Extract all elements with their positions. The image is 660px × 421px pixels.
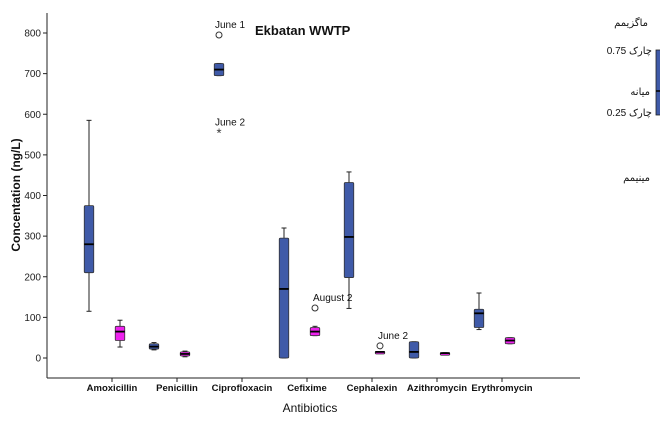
legend-label-min: مینیمم — [623, 173, 650, 184]
x-axis-title: Antibiotics — [283, 401, 338, 415]
box-magenta-cefixime — [309, 325, 321, 337]
x-tick-label-cefixime: Cefixime — [287, 383, 327, 394]
chart-title: Ekbatan WWTP — [255, 23, 351, 38]
legend: ماگزیمم چارک 0.75 میانه چارک 0.25 مینیمم — [607, 17, 660, 184]
outlier-label: August 2 — [313, 293, 353, 304]
x-tick-label-cephalexin: Cephalexin — [347, 383, 398, 394]
box-blue-cephalexin — [343, 171, 355, 309]
y-tick-label: 700 — [24, 69, 41, 80]
outlier-ciprofloxacin-0: June 1 — [215, 20, 245, 39]
y-tick-label: 100 — [24, 313, 41, 324]
y-tick-label: 500 — [24, 150, 41, 161]
box-blue-azithromycin — [408, 341, 420, 359]
box-body — [278, 237, 290, 359]
box-blue-penicillin — [148, 342, 160, 351]
legend-label-q1: چارک 0.25 — [607, 108, 652, 119]
x-tick-label-penicillin: Penicillin — [156, 383, 198, 394]
legend-label-median: میانه — [630, 87, 650, 98]
x-tick-label-azithromycin: Azithromycin — [407, 383, 467, 394]
outlier-ciprofloxacin-1: *June 2 — [215, 118, 245, 141]
outlier-cephalexin-3: June 2 — [376, 331, 408, 350]
outlier-star: * — [216, 126, 221, 141]
box-body — [408, 341, 420, 359]
y-tick-label: 600 — [24, 110, 41, 121]
outlier-cefixime-2: August 2 — [311, 293, 353, 312]
y-tick-label: 0 — [35, 354, 41, 365]
box-magenta-penicillin — [179, 350, 191, 358]
x-tick-label-amoxicillin: Amoxicillin — [87, 383, 138, 394]
box-magenta-cephalexin — [374, 351, 386, 355]
y-tick-label: 800 — [24, 29, 41, 40]
box-blue-erythromycin — [473, 292, 485, 331]
y-tick-label: 400 — [24, 191, 41, 202]
y-tick-label: 300 — [24, 232, 41, 243]
y-tick-label: 200 — [24, 272, 41, 283]
box-blue-ciprofloxacin — [213, 62, 225, 77]
outlier-circle — [376, 342, 384, 350]
x-ticks: Amoxicillin Penicillin Ciprofloxacin Cefixi… — [87, 378, 533, 394]
box-magenta-erythromycin — [504, 337, 516, 345]
y-ticks: 0 100 200 300 400 500 600 700 800 — [24, 29, 47, 365]
boxes — [83, 62, 516, 359]
outlier-circle — [215, 31, 223, 39]
box-blue-amoxicillin — [83, 119, 95, 312]
y-axis-title: Concentation (ng/L) — [9, 138, 23, 251]
box-body — [343, 182, 355, 278]
legend-label-max: ماگزیمم — [614, 17, 648, 29]
outlier-label: June 2 — [378, 331, 408, 342]
box-blue-cefixime — [278, 227, 290, 359]
x-tick-label-erythromycin: Erythromycin — [471, 383, 532, 394]
outlier-circle — [311, 304, 319, 312]
box-magenta-azithromycin — [439, 352, 451, 356]
outlier-label: June 1 — [215, 20, 245, 31]
legend-label-q3: چارک 0.75 — [607, 46, 652, 57]
box-body — [83, 205, 95, 274]
outlier-label: June 2 — [215, 118, 245, 129]
x-tick-label-ciprofloxacin: Ciprofloxacin — [212, 383, 273, 394]
box-magenta-amoxicillin — [114, 319, 126, 348]
axes — [46, 13, 580, 379]
box-body — [473, 308, 485, 328]
box-body — [114, 325, 126, 341]
legend-box — [655, 49, 660, 116]
